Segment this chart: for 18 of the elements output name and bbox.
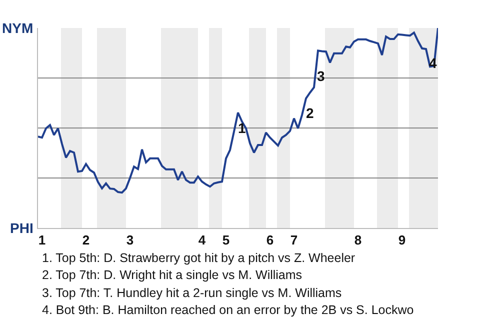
text: 2. Top 7th: D. Wright hit a single vs M. Williams: [42, 268, 302, 282]
x-tick-label: 5: [222, 232, 230, 248]
x-tick-label: 4: [198, 232, 206, 248]
x-tick-label: 8: [354, 232, 362, 248]
x-tick-label: 2: [82, 232, 90, 248]
text: 3. Top 7th: T. Hundley hit a 2-run single vs M. Williams: [42, 286, 342, 300]
text: 1. Top 5th: D. Strawberry got hit by a pitch vs Z. Wheeler: [42, 251, 356, 265]
annotation: 2: [306, 105, 314, 121]
text: 4. Bot 9th: B. Hamilton reached on an error by the 2B vs S. Lockwo: [42, 303, 414, 317]
annotation: 1: [238, 120, 246, 136]
text: PHI: [10, 220, 34, 236]
x-tick-label: 9: [398, 232, 406, 248]
x-tick-label: 6: [266, 232, 274, 248]
x-tick-label: 1: [38, 232, 46, 248]
x-tick-label: 3: [126, 232, 134, 248]
annotation: 3: [317, 68, 325, 84]
x-tick-label: 7: [290, 232, 298, 248]
text: NYM: [2, 20, 34, 36]
